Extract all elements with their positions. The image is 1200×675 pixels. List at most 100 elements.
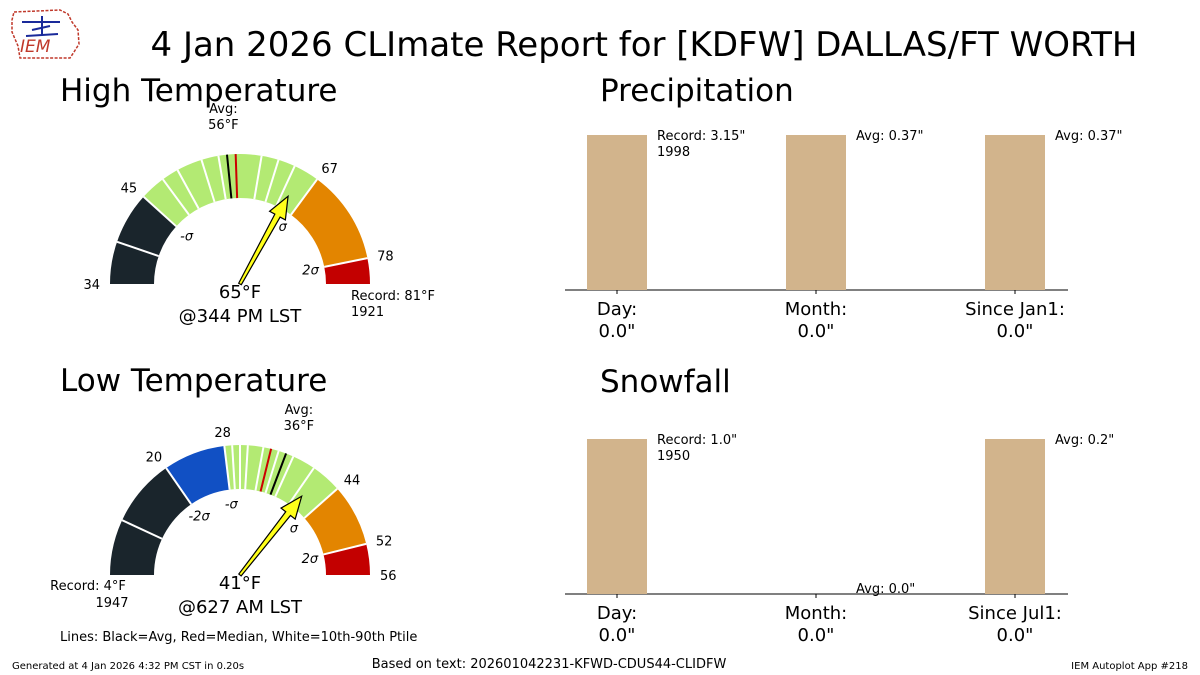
ptile-line [244,445,249,490]
lines-legend: Lines: Black=Avg, Red=Median, White=10th… [60,630,417,645]
category-label: Since Jan1: [965,299,1065,320]
ptile-line [324,257,368,268]
ptile-line [223,445,231,490]
high-temp-title: High Temperature [60,73,337,109]
app-note: IEM Autoplot App #218 [1071,661,1188,672]
ptile-line [165,467,192,505]
observed-time-label: @627 AM LST [178,597,303,618]
category-label: Day: [597,603,637,624]
gauge-band-segment [110,468,192,575]
gauge-tick-label: 28 [214,426,231,441]
gauge-band-segment [224,445,338,518]
sigma-label: -σ [180,230,194,245]
gauge-tick-label: 56 [380,569,397,584]
observed-value-label: 0.0" [798,625,835,646]
observed-value-label: 65°F [219,282,261,303]
average-value-label: 56°F [208,118,239,133]
category-label: Month: [785,299,847,320]
weather-station-icon [22,16,60,37]
gauge-tick-label: 45 [121,181,138,196]
median-line [234,154,239,199]
logo-text: IEM [20,37,51,57]
observed-value-label: 0.0" [599,625,636,646]
ptile-line [288,467,315,505]
gauge-tick-label: 34 [83,278,100,293]
sigma-label: 2σ [302,552,319,567]
ptile-line [264,450,280,494]
reference-year-label: 1998 [657,145,690,160]
average-label: Avg: [209,102,237,117]
category-label: Day: [597,299,637,320]
reference-label: Record: 3.15" [657,129,745,144]
low-temp-title: Low Temperature [60,363,327,399]
precip-bar-chart: Day:0.0"Record: 3.15"1998Month:0.0"Avg: … [565,129,1123,342]
generated-note: Generated at 4 Jan 2026 4:32 PM CST in 0… [12,661,244,672]
reference-bar [587,439,647,594]
gauge-band-segment [110,196,177,284]
average-line [269,453,288,495]
sigma-label: σ [290,521,299,536]
reference-bar [587,135,647,290]
ptile-line [323,542,367,556]
ptile-line [116,240,159,258]
precip-title: Precipitation [600,73,794,109]
snow-title: Snowfall [600,364,731,400]
ptile-line [142,196,177,228]
ptile-line [290,178,318,216]
average-value-label: 36°F [284,419,315,434]
category-label: Since Jul1: [968,603,1062,624]
sigma-label: -2σ [188,510,210,525]
observed-value-label: 0.0" [997,625,1034,646]
ptile-line [253,155,263,200]
gauge-tick-label: 67 [321,162,338,177]
record-year-label: 1947 [95,596,128,611]
reference-bar [985,135,1045,290]
ptile-line [176,169,200,210]
ptile-line [264,159,280,203]
reference-bar [985,439,1045,594]
observed-needle [237,495,303,577]
ptile-line [121,519,163,540]
reference-label: Avg: 0.0" [856,582,915,597]
ptile-line [254,446,265,491]
low-temp-gauge: 20 28 44 52 56 -2σ -σ σ 2σ Avg:36°F 41°F @627 AM LS… [50,403,396,618]
observed-value-label: 41°F [219,573,261,594]
reference-bar [786,135,846,290]
ptile-line [200,159,216,203]
category-label: Month: [785,603,847,624]
record-label: Record: 81°F [351,289,435,304]
gauge-tick-label: 52 [376,535,393,550]
ptile-line [217,155,227,200]
reference-label: Record: 1.0" [657,433,737,448]
ptile-line [274,456,295,497]
sigma-label: -σ [225,498,239,513]
gauge-tick-label: 44 [344,474,361,489]
observed-needle [237,194,289,286]
record-label: Record: 4°F [50,579,126,594]
iem-logo: IEM [11,9,80,59]
gauge-tick-label: 78 [377,249,394,264]
reference-year-label: 1950 [657,449,690,464]
ptile-line [275,165,296,207]
reference-label: Avg: 0.37" [856,129,924,144]
ptile-line [162,178,190,216]
high-temp-gauge: 34 45 67 78 -σ σ 2σ Avg:56°F 65°F @344 PM LST Reco… [83,102,435,327]
reference-label: Avg: 0.2" [1055,433,1114,448]
ptile-line [303,488,338,519]
gauge-band-segment [291,179,368,267]
observed-value-label: 0.0" [798,321,835,342]
average-label: Avg: [285,403,313,418]
ptile-line [231,445,236,490]
observed-value-label: 0.0" [599,321,636,342]
sigma-label: σ [279,220,288,235]
sigma-label: 2σ [302,264,319,279]
observed-time-label: @344 PM LST [179,306,303,327]
based-on-note: Based on text: 202601042231-KFWD-CDUS44-… [372,657,727,672]
reference-label: Avg: 0.37" [1055,129,1123,144]
report-title: 4 Jan 2026 CLImate Report for [KDFW] DAL… [151,25,1138,65]
average-line [225,154,233,199]
record-year-label: 1921 [351,305,384,320]
observed-value-label: 0.0" [997,321,1034,342]
gauge-tick-label: 20 [146,450,163,465]
